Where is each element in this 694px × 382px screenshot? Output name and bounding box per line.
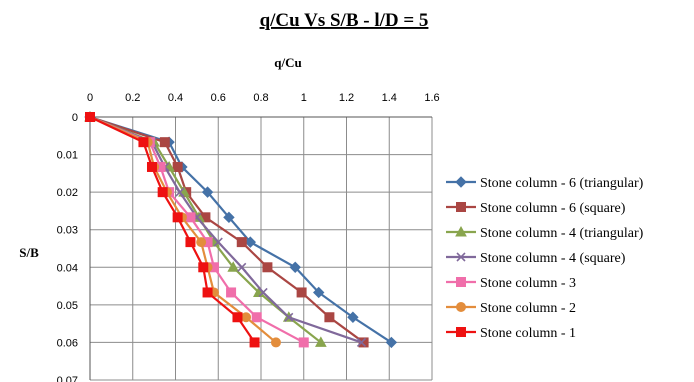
- legend-marker: [456, 327, 466, 337]
- y-axis-title: S/B: [19, 245, 39, 260]
- data-point: [244, 236, 257, 248]
- legend-item: Stone column - 4 (square): [446, 251, 626, 266]
- x-tick-label: 0.4: [168, 92, 183, 104]
- data-point: [315, 336, 327, 347]
- legend-item: Stone column - 3: [446, 276, 576, 291]
- y-tick-label: 0: [72, 112, 78, 124]
- series-line: [89, 115, 392, 344]
- legend-label: Stone column - 3: [480, 276, 576, 291]
- marker-stroke: [456, 252, 466, 262]
- y-tick-label: 0.02: [57, 187, 78, 199]
- y-axis-ticks: 0 0.01 0.02 0.03 0.04 0.05 0.06 0.07: [57, 112, 78, 382]
- series-line: [89, 115, 277, 344]
- data-point: [241, 312, 252, 323]
- data-point: [185, 212, 196, 223]
- legend-label: Stone column - 4 (triangular): [480, 226, 644, 241]
- series-7: [85, 112, 260, 348]
- data-point: [347, 311, 359, 323]
- series-line: [89, 116, 256, 344]
- x-tick-label: 0.2: [125, 92, 140, 104]
- y-tick-label: 0.05: [57, 300, 78, 312]
- data-point: [313, 286, 325, 299]
- data-point: [284, 312, 294, 322]
- x-axis-ticks: 0 0.2 0.4 0.6 0.8 1 1.2 1.4 1.6: [87, 92, 440, 104]
- data-point: [198, 262, 209, 273]
- series-5: [85, 112, 309, 348]
- series-group: [84, 110, 398, 349]
- data-point: [298, 337, 309, 348]
- x-tick-label: 1: [301, 92, 307, 104]
- series-line: [89, 115, 362, 344]
- legend-marker: [456, 202, 466, 212]
- x-tick-label: 0.8: [253, 92, 268, 104]
- legend-item: Stone column - 6 (triangular): [446, 176, 644, 191]
- data-point: [213, 237, 223, 247]
- data-point: [226, 287, 237, 298]
- marker-stroke: [356, 337, 367, 347]
- y-tick-label: 0.03: [57, 225, 78, 237]
- data-point: [146, 161, 157, 172]
- data-point: [202, 287, 213, 298]
- x-tick-label: 0.6: [211, 92, 226, 104]
- x-tick-label: 1.2: [339, 92, 354, 104]
- data-point: [237, 262, 247, 272]
- legend-label: Stone column - 1: [480, 326, 576, 341]
- marker-stroke: [258, 287, 268, 298]
- data-point: [258, 287, 268, 298]
- legend-marker: [456, 277, 466, 287]
- marker-stroke: [284, 312, 294, 322]
- data-point: [324, 312, 335, 323]
- data-point: [85, 112, 95, 122]
- x-tick-label: 1.6: [424, 92, 439, 104]
- y-tick-label: 0.01: [57, 150, 78, 162]
- data-point: [175, 187, 185, 197]
- data-point: [172, 161, 183, 172]
- legend-label: Stone column - 6 (triangular): [480, 176, 644, 191]
- data-point: [138, 137, 149, 148]
- marker-stroke: [175, 187, 185, 197]
- marker-stroke: [237, 262, 247, 272]
- series-line: [89, 115, 365, 344]
- y-tick-label: 0.07: [57, 375, 78, 382]
- data-point: [185, 237, 196, 248]
- data-point: [157, 187, 168, 198]
- series-line: [89, 115, 305, 344]
- data-point: [289, 261, 301, 273]
- data-point: [270, 337, 281, 348]
- marker-stroke: [213, 237, 223, 247]
- data-point: [385, 336, 398, 349]
- data-point: [249, 337, 260, 348]
- data-point: [356, 337, 367, 347]
- y-tick-label: 0.04: [57, 262, 78, 274]
- legend-item: Stone column - 2: [446, 301, 576, 316]
- data-point: [227, 261, 240, 272]
- x-axis-title: q/Cu: [274, 55, 301, 70]
- data-point: [296, 287, 307, 298]
- data-point: [232, 312, 243, 323]
- legend-marker: [456, 252, 466, 262]
- legend-marker: [455, 176, 467, 188]
- data-point: [251, 312, 262, 323]
- x-tick-label: 1.4: [382, 92, 397, 104]
- legend-marker: [456, 302, 466, 312]
- data-point: [196, 237, 207, 248]
- chart-title: q/Cu Vs S/B - l/D = 5: [260, 10, 429, 31]
- y-tick-label: 0.06: [57, 337, 78, 349]
- data-point: [236, 237, 247, 248]
- data-point: [201, 186, 214, 198]
- data-point: [172, 212, 183, 223]
- legend-marker: [455, 225, 467, 237]
- legend-label: Stone column - 2: [480, 301, 576, 316]
- data-point: [262, 262, 273, 273]
- data-point: [159, 137, 170, 148]
- legend-label: Stone column - 6 (square): [480, 201, 626, 216]
- x-tick-label: 0: [87, 92, 93, 104]
- legend-item: Stone column - 4 (triangular): [446, 225, 644, 241]
- legend-label: Stone column - 4 (square): [480, 251, 626, 266]
- data-point: [223, 211, 235, 224]
- legend-item: Stone column - 6 (square): [446, 201, 626, 216]
- legend: Stone column - 6 (triangular) Stone colum…: [446, 176, 644, 341]
- legend-item: Stone column - 1: [446, 326, 576, 341]
